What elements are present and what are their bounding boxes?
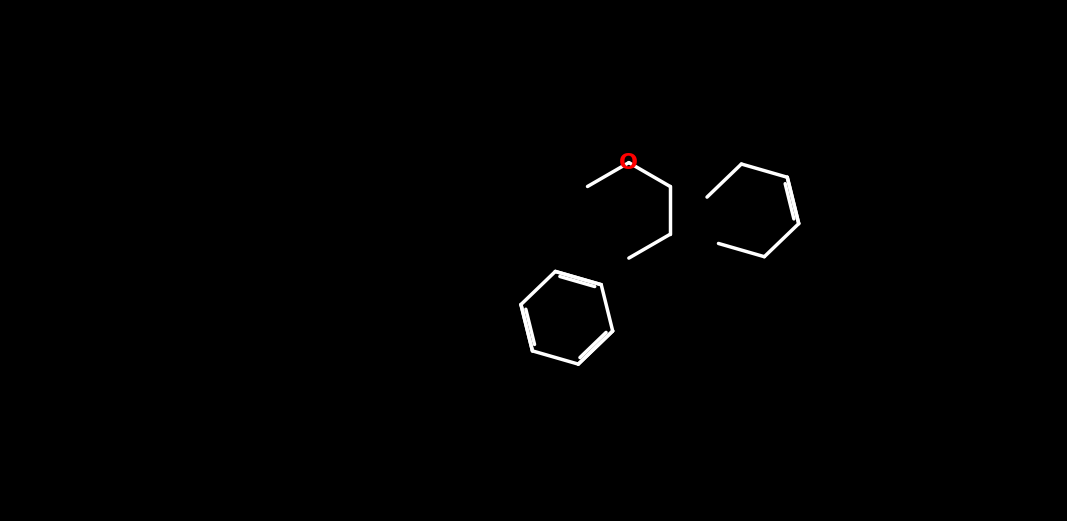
Text: O: O [619, 153, 638, 172]
